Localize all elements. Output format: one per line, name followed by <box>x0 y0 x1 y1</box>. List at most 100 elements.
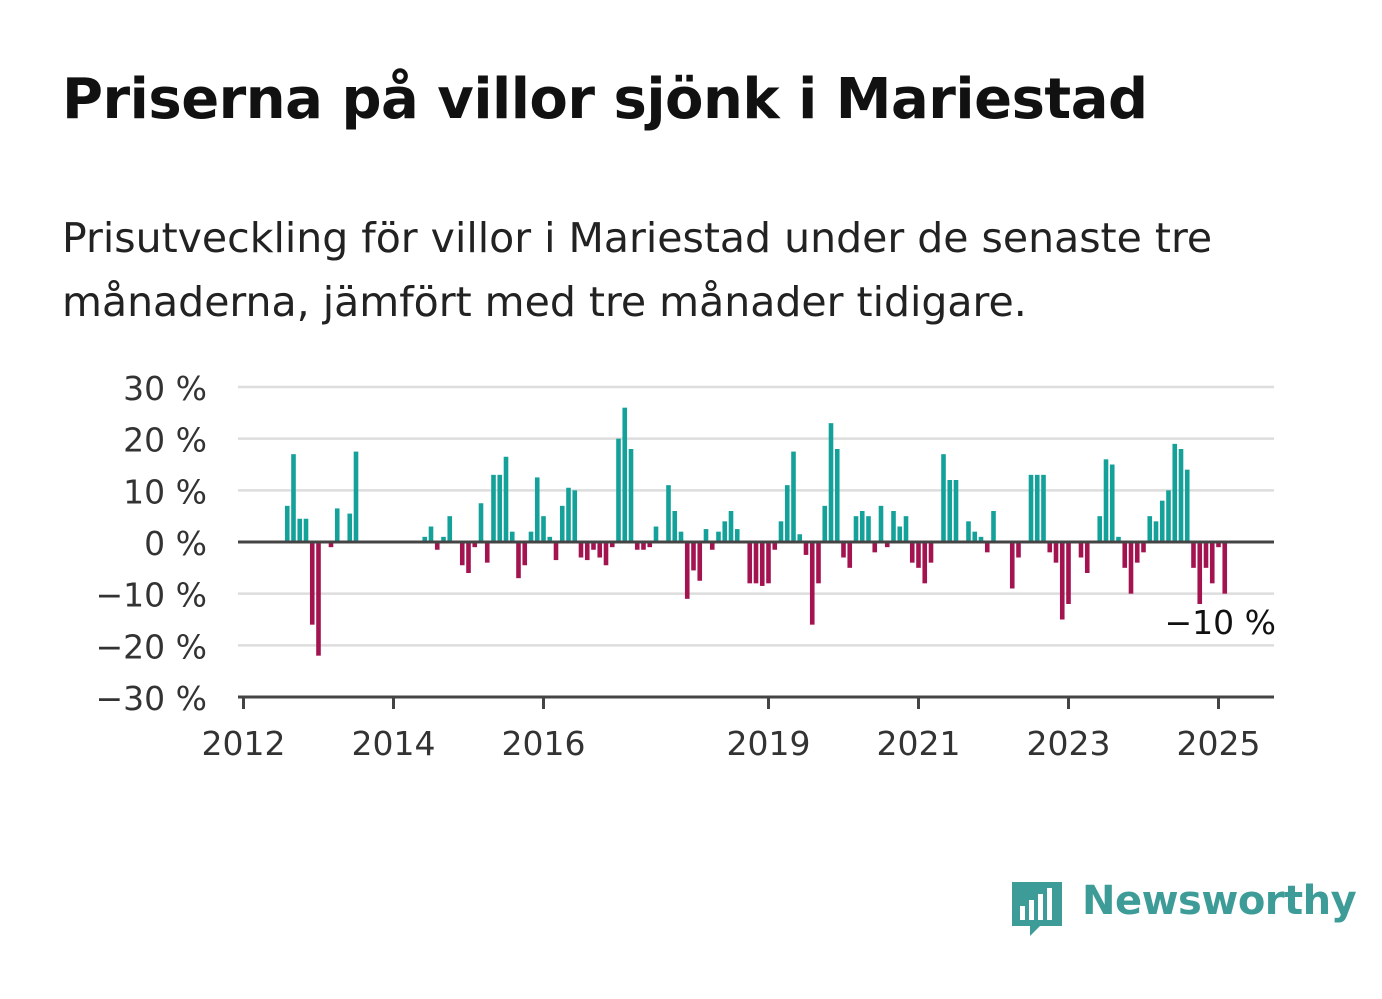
bar <box>672 511 678 542</box>
bar <box>553 542 559 561</box>
bar <box>916 542 921 568</box>
bar <box>697 542 703 581</box>
x-tick-label: 2014 <box>352 724 436 763</box>
bar <box>334 508 340 542</box>
bar <box>1084 542 1090 573</box>
bar <box>316 542 321 656</box>
bar <box>1222 542 1228 594</box>
bar <box>1103 459 1109 542</box>
bar <box>828 423 834 542</box>
bar <box>559 505 565 542</box>
bar <box>1097 516 1103 542</box>
bar <box>772 542 778 550</box>
bar <box>678 531 684 542</box>
bar <box>797 534 803 542</box>
bar <box>816 542 821 584</box>
bar <box>522 542 528 566</box>
gridlines <box>238 385 1274 647</box>
axes <box>238 540 1274 709</box>
bar <box>691 542 696 571</box>
bar <box>747 542 753 584</box>
bar <box>503 456 509 542</box>
bar <box>541 516 546 542</box>
bar <box>1009 542 1015 589</box>
bar <box>597 542 603 558</box>
bar <box>991 511 996 542</box>
bar <box>441 536 446 542</box>
bar <box>297 518 303 542</box>
bar <box>966 521 971 542</box>
bar <box>728 511 734 542</box>
bar <box>1028 474 1034 542</box>
bar <box>1184 469 1190 542</box>
x-tick-label: 2023 <box>1027 724 1111 763</box>
bar <box>1216 542 1221 548</box>
bar <box>434 542 440 550</box>
bar <box>928 542 934 563</box>
bar <box>547 536 553 542</box>
bar <box>922 542 928 584</box>
bar <box>984 542 990 553</box>
bar <box>1116 536 1121 542</box>
bar <box>622 407 628 542</box>
bar <box>1197 542 1203 604</box>
bar <box>534 477 540 542</box>
bar <box>853 516 859 542</box>
bar <box>447 516 453 542</box>
y-tick-label: 10 % <box>123 472 207 511</box>
bar <box>347 513 353 542</box>
bar <box>716 531 721 542</box>
bar <box>722 521 728 542</box>
bar <box>884 542 890 548</box>
bar <box>809 542 815 625</box>
bar <box>1078 542 1084 558</box>
bar <box>1178 449 1184 542</box>
bar <box>478 503 484 542</box>
bar <box>572 490 578 542</box>
bar <box>866 516 871 542</box>
bar <box>947 480 953 542</box>
newsworthy-logo: Newsworthy <box>1010 878 1357 942</box>
y-tick-label: −20 % <box>96 627 208 666</box>
bar <box>616 438 621 542</box>
bar <box>1209 542 1215 584</box>
brand-name: Newsworthy <box>1082 878 1357 924</box>
bar <box>428 526 434 542</box>
y-tick-label: −30 % <box>96 679 208 718</box>
bar <box>878 505 884 542</box>
bar <box>628 449 634 542</box>
y-tick-label: 0 % <box>144 524 207 563</box>
bar <box>1134 542 1140 563</box>
x-tick-label: 2019 <box>727 724 811 763</box>
bar <box>1034 474 1040 542</box>
bar <box>1153 521 1159 542</box>
bar <box>753 542 759 584</box>
bar <box>834 449 840 542</box>
bar <box>1203 542 1209 568</box>
value-annotation: −10 % <box>1165 603 1277 642</box>
bar <box>1016 542 1021 558</box>
bar <box>1191 542 1196 568</box>
bar <box>578 542 584 558</box>
bar <box>1141 542 1146 553</box>
bar <box>903 516 909 542</box>
bar <box>566 487 571 542</box>
bar <box>822 505 828 542</box>
x-tick-label: 2021 <box>877 724 961 763</box>
bar <box>1109 464 1115 542</box>
bar <box>684 542 690 599</box>
bar <box>909 542 915 563</box>
bar <box>484 542 490 563</box>
bar <box>328 542 334 548</box>
bar <box>1041 474 1046 542</box>
bar <box>509 531 515 542</box>
bar <box>1047 542 1053 553</box>
bar <box>1059 542 1065 620</box>
bar <box>584 542 590 561</box>
bar <box>603 542 609 566</box>
bar <box>528 531 534 542</box>
bar <box>303 518 309 542</box>
y-tick-label: 30 % <box>123 369 207 408</box>
bar <box>459 542 465 566</box>
